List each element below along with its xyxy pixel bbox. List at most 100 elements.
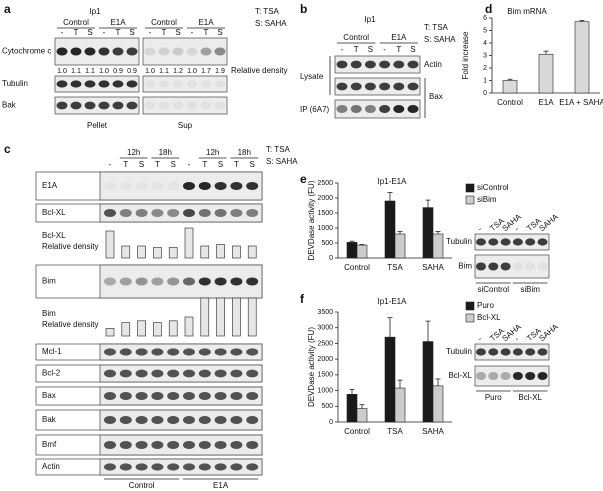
band: [214, 182, 227, 190]
lane-label: SAHA: [537, 212, 560, 233]
band: [135, 463, 148, 471]
bar: [153, 322, 162, 337]
lane-label: -: [476, 334, 484, 343]
bar: [105, 230, 115, 259]
group-label: E1A: [391, 33, 407, 42]
lane-label: T: [116, 28, 121, 37]
band: [246, 463, 259, 471]
chart-subtitle: Relative density: [42, 320, 98, 329]
row-label: Actin: [42, 462, 60, 471]
band: [350, 60, 362, 69]
blot: [474, 343, 550, 361]
lane-label: T: [396, 45, 401, 54]
lane-label: -: [109, 160, 112, 169]
band: [56, 101, 68, 110]
band: [104, 209, 116, 217]
y-tick-label: 3500: [317, 309, 333, 316]
density-value: 1.0: [57, 68, 67, 75]
row-label: Bim: [42, 277, 56, 286]
band: [198, 277, 211, 286]
bar: [394, 387, 406, 423]
group-label: Puro: [485, 393, 502, 402]
group-label: siBim: [520, 285, 540, 294]
band: [379, 105, 391, 113]
band: [488, 372, 499, 380]
legend-swatch: [465, 183, 475, 193]
band: [230, 209, 243, 217]
density-value: 1.1: [85, 68, 95, 75]
lane-label: T: [354, 45, 359, 54]
band: [525, 262, 536, 271]
band: [476, 372, 486, 380]
lane-label: T: [123, 160, 128, 169]
band: [151, 209, 164, 217]
band: [167, 416, 180, 424]
bar: [121, 245, 131, 259]
band: [104, 369, 116, 378]
row-label: Actin: [424, 60, 442, 69]
bar: [200, 245, 210, 259]
band: [135, 209, 148, 217]
cell-line: Ip1: [364, 15, 376, 24]
band: [119, 209, 132, 217]
group-label: E1A: [198, 18, 214, 27]
band: [104, 463, 116, 471]
x-tick-label: E1A: [538, 98, 554, 107]
y-tick-label: 2: [483, 65, 487, 72]
bar: [384, 336, 396, 423]
lane-label: S: [217, 28, 222, 37]
band: [246, 441, 259, 449]
chart-title: Bim: [42, 309, 56, 318]
blot: [474, 365, 550, 387]
blot: [99, 364, 263, 383]
density-value: 1.1: [71, 68, 81, 75]
band: [379, 82, 391, 91]
blot: [334, 55, 421, 74]
y-tick-label: 2000: [317, 356, 333, 363]
bar: [121, 322, 131, 337]
band: [151, 463, 164, 471]
band: [172, 47, 184, 56]
band: [119, 348, 132, 356]
chart-title: Ip1-E1A: [378, 297, 408, 306]
row-label: IP (6A7): [300, 105, 330, 114]
bar: [216, 244, 225, 259]
group-label: siControl: [478, 285, 510, 294]
band: [393, 60, 405, 69]
panel-letter: a: [4, 2, 11, 16]
chart-title: Bim mRNA: [507, 7, 547, 16]
band: [246, 277, 259, 286]
bar: [168, 320, 178, 337]
bar: [394, 233, 406, 259]
treatment-key: T: TSA: [255, 7, 280, 16]
blot: [142, 75, 228, 93]
row-label: Lysate: [300, 72, 324, 81]
band: [488, 262, 499, 271]
y-tick-label: 1500: [317, 210, 333, 217]
band: [183, 369, 195, 378]
band: [104, 348, 116, 356]
density-value: 0.9: [113, 68, 123, 75]
band: [119, 463, 132, 471]
band: [119, 369, 132, 378]
band: [214, 47, 226, 56]
treatment-key: S: SAHA: [424, 35, 456, 44]
lane-label: -: [341, 45, 344, 54]
group-label: E1A: [213, 481, 229, 490]
bar: [538, 53, 554, 94]
bar: [153, 247, 162, 259]
bar: [168, 247, 178, 259]
band: [98, 80, 110, 88]
band: [119, 441, 132, 449]
band: [350, 82, 362, 91]
band: [151, 182, 164, 190]
blot: [99, 386, 263, 406]
band: [151, 392, 164, 400]
band: [198, 182, 211, 190]
blot: [474, 233, 550, 251]
bar: [574, 21, 590, 94]
band: [407, 82, 419, 91]
density-value: 0.9: [127, 68, 137, 75]
band: [70, 47, 82, 56]
band: [246, 416, 259, 424]
